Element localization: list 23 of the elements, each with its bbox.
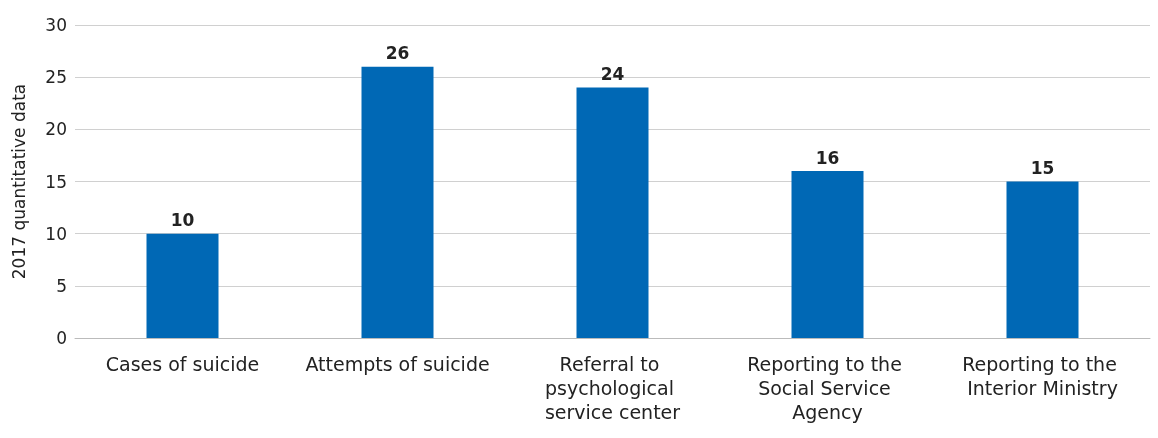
bar [361,66,434,338]
y-tick-label: 15 [45,171,67,192]
y-tick-label: 5 [56,275,67,296]
data-label: 26 [385,43,410,64]
y-tick-label: 10 [45,223,67,244]
x-tick-label: Reporting to the Social Service Agency [747,353,908,423]
bar [576,87,649,338]
x-tick-label: Reporting to the Interior Ministry [962,353,1123,399]
bar [791,171,864,338]
x-tick-label: Referral to psychological service center [544,353,681,423]
data-label: 16 [815,147,840,168]
data-label: 15 [1030,158,1055,178]
y-tick-label: 0 [56,328,67,348]
y-tick-label: 20 [45,119,67,140]
bar [146,233,219,338]
x-tick-label: Attempts of suicide [305,353,490,375]
y-tick-label: 25 [45,67,67,88]
x-tick-label: Cases of suicide [105,353,260,375]
data-label: 10 [170,210,195,231]
bar [1006,181,1079,338]
y-axis-title: 2017 quantitative data [8,83,29,280]
data-label: 24 [600,64,625,85]
y-tick-label: 30 [45,15,67,35]
